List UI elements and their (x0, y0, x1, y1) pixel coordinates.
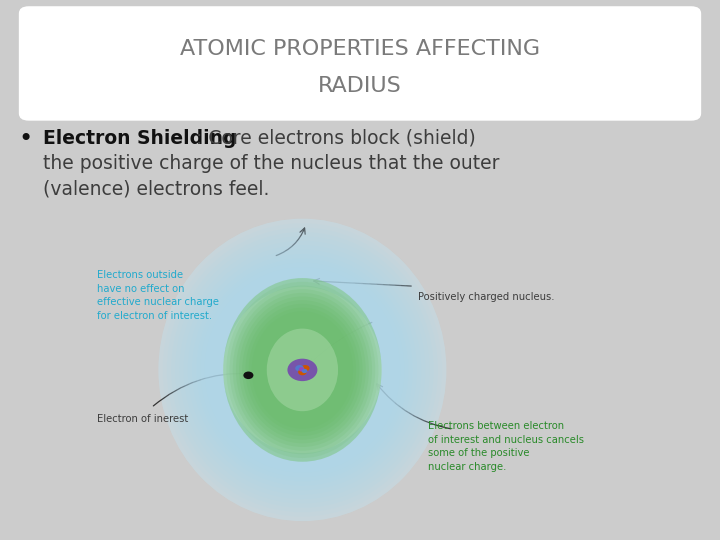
Ellipse shape (204, 267, 400, 472)
Text: Electron Shielding: Electron Shielding (43, 129, 237, 147)
Circle shape (301, 365, 310, 372)
Text: RADIUS: RADIUS (318, 76, 402, 97)
Text: ATOMIC PROPERTIES AFFECTING: ATOMIC PROPERTIES AFFECTING (180, 38, 540, 59)
Ellipse shape (196, 258, 409, 482)
Ellipse shape (179, 241, 426, 499)
Ellipse shape (184, 245, 421, 495)
Ellipse shape (192, 254, 413, 486)
Ellipse shape (252, 311, 353, 429)
Ellipse shape (163, 223, 442, 517)
Ellipse shape (158, 219, 446, 521)
Ellipse shape (158, 219, 446, 521)
Ellipse shape (246, 304, 359, 436)
Text: : Core electrons block (shield): : Core electrons block (shield) (196, 129, 476, 147)
Ellipse shape (236, 293, 369, 447)
Ellipse shape (223, 278, 382, 462)
Text: •: • (18, 127, 32, 151)
Text: (valence) electrons feel.: (valence) electrons feel. (43, 179, 269, 198)
Text: Positively charged nucleus.: Positively charged nucleus. (418, 292, 554, 302)
Text: the positive charge of the nucleus that the outer: the positive charge of the nucleus that … (43, 154, 500, 173)
Ellipse shape (223, 278, 382, 462)
Ellipse shape (239, 296, 366, 443)
Ellipse shape (175, 237, 430, 503)
Text: Electrons outside
have no effect on
effective nuclear charge
for electron of int: Electrons outside have no effect on effe… (97, 270, 219, 321)
Ellipse shape (226, 282, 379, 458)
Ellipse shape (242, 300, 363, 440)
Circle shape (295, 365, 304, 372)
Ellipse shape (248, 307, 356, 433)
Ellipse shape (230, 286, 375, 454)
Circle shape (299, 367, 305, 372)
Ellipse shape (171, 232, 433, 508)
Circle shape (287, 359, 318, 381)
Circle shape (302, 369, 307, 373)
FancyBboxPatch shape (18, 5, 702, 122)
Circle shape (243, 372, 253, 379)
Text: Electrons between electron
of interest and nucleus cancels
some of the positive
: Electrons between electron of interest a… (428, 421, 585, 472)
Circle shape (298, 369, 307, 375)
Text: Electron of inerest: Electron of inerest (97, 414, 189, 424)
Ellipse shape (223, 287, 382, 453)
Ellipse shape (200, 263, 405, 477)
Ellipse shape (266, 328, 338, 411)
Ellipse shape (167, 227, 438, 512)
Ellipse shape (188, 249, 417, 490)
Ellipse shape (233, 289, 372, 451)
